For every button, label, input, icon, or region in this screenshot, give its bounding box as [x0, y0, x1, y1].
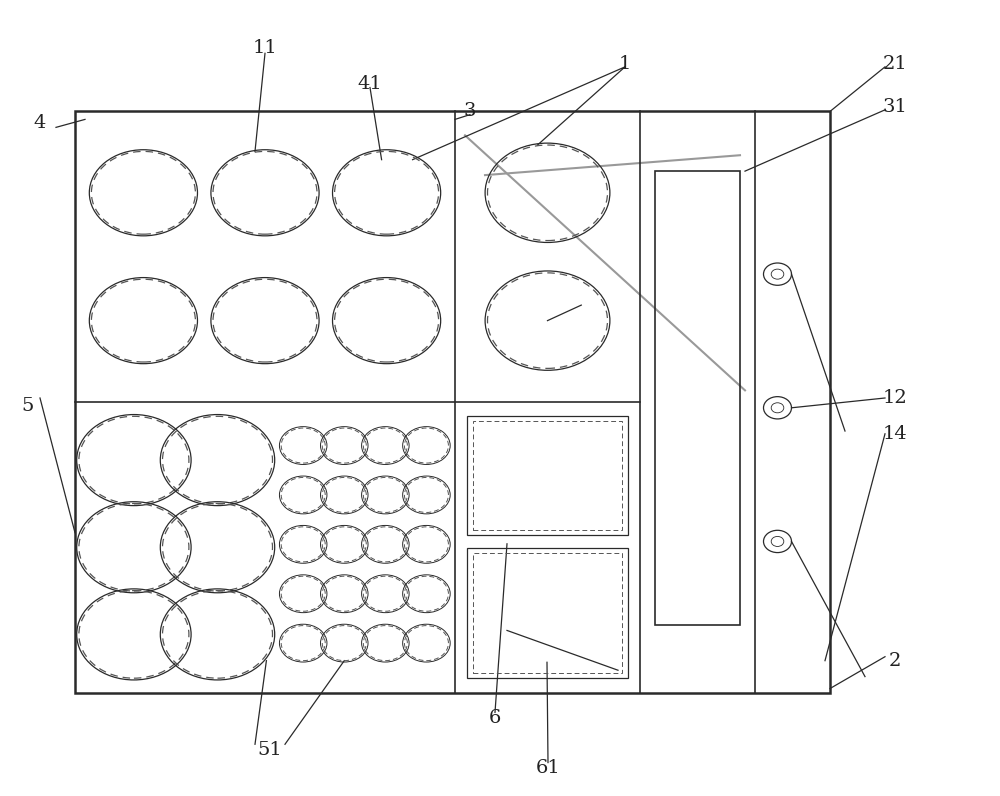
- Text: 12: 12: [883, 389, 907, 407]
- Text: 3: 3: [464, 103, 476, 120]
- Bar: [467, 548, 628, 678]
- Text: 61: 61: [536, 759, 560, 777]
- Text: 5: 5: [22, 397, 34, 415]
- Text: 41: 41: [358, 75, 382, 92]
- Text: 31: 31: [883, 99, 907, 116]
- Text: 6: 6: [489, 709, 501, 727]
- Text: 1: 1: [619, 55, 631, 72]
- Bar: [473, 421, 622, 530]
- Text: 11: 11: [253, 39, 277, 57]
- Circle shape: [771, 403, 784, 413]
- Circle shape: [771, 269, 784, 279]
- Text: 51: 51: [258, 741, 282, 759]
- Bar: [75, 111, 830, 693]
- Text: 21: 21: [883, 55, 907, 72]
- Text: 14: 14: [883, 425, 907, 443]
- Circle shape: [771, 537, 784, 547]
- Text: 4: 4: [34, 115, 46, 132]
- Bar: [473, 552, 622, 673]
- Bar: [467, 416, 628, 535]
- Text: 2: 2: [889, 652, 901, 669]
- Bar: [655, 171, 740, 625]
